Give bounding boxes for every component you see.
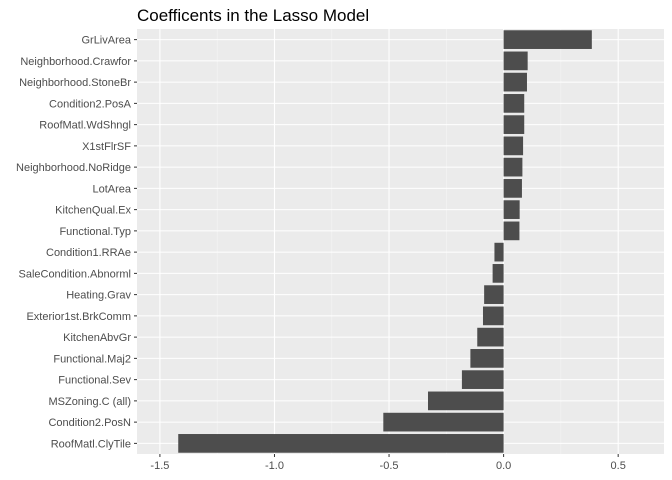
- y-tick-label: KitchenAbvGr: [63, 332, 131, 344]
- y-tick-label: Neighborhood.NoRidge: [16, 162, 131, 174]
- y-tick-label: KitchenQual.Ex: [55, 205, 131, 217]
- y-tick-label: GrLivArea: [81, 35, 131, 47]
- y-tick-label: Functional.Sev: [58, 375, 131, 387]
- y-tick-label: X1stFlrSF: [82, 141, 131, 153]
- x-tick-label: 0.5: [611, 460, 626, 472]
- x-tick-label: -1.5: [150, 460, 169, 472]
- y-tick-label: Heating.Grav: [66, 290, 131, 302]
- bar-condition2-posa: [503, 94, 525, 113]
- grid-lines: [137, 29, 664, 454]
- y-tick-label: Condition1.RRAe: [46, 247, 131, 259]
- bar-grlivarea: [503, 30, 592, 49]
- y-tick-label: Condition2.PosN: [48, 417, 131, 429]
- bar-condition2-posn: [383, 412, 504, 432]
- y-tick-label: SaleCondition.Abnorml: [18, 268, 131, 280]
- bars: [178, 30, 592, 453]
- bar-roofmatl-clytile: [178, 434, 504, 453]
- plot-panel: [137, 29, 664, 454]
- bar-condition1-rrae: [494, 242, 504, 262]
- x-tick-label: -0.5: [380, 460, 399, 472]
- bar-salecondition-abnorml: [492, 264, 504, 283]
- bar-neighborhood-crawfor: [503, 51, 528, 71]
- bar-functional-typ: [503, 221, 520, 241]
- bar-roofmatl-wdshngl: [503, 115, 525, 134]
- bar-functional-sev: [461, 370, 504, 389]
- bar-heating-grav: [484, 285, 504, 304]
- y-tick-label: Neighborhood.StoneBr: [19, 77, 131, 89]
- y-tick-label: Exterior1st.BrkComm: [26, 311, 131, 323]
- bar-exterior1st-brkcomm: [482, 306, 504, 326]
- bar-kitchenqual-ex: [503, 200, 520, 219]
- y-tick-label: Functional.Typ: [59, 226, 131, 238]
- y-tick-label: Functional.Maj2: [53, 353, 131, 365]
- x-tick-label: 0.0: [496, 460, 511, 472]
- y-tick-label: MSZoning.C (all): [48, 396, 131, 408]
- y-tick-label: LotArea: [92, 183, 131, 195]
- bar-functional-maj2: [470, 349, 504, 368]
- x-axis-labels: -1.5 -1.0 -0.5 0.0 0.5: [150, 454, 626, 472]
- bar-kitchenabvgr: [477, 327, 504, 347]
- bar-neighborhood-stonebr: [503, 72, 527, 92]
- chart-title: Coefficents in the Lasso Model: [137, 6, 369, 25]
- bar-mszoning-c-all: [427, 391, 504, 411]
- bar-neighborhood-noridge: [503, 157, 523, 177]
- y-tick-label: RoofMatl.WdShngl: [39, 120, 131, 132]
- y-axis-labels: GrLivArea Neighborhood.Crawfor Neighborhoo…: [16, 35, 137, 450]
- x-tick-label: -1.0: [265, 460, 284, 472]
- y-tick-label: RoofMatl.ClyTile: [51, 438, 131, 450]
- y-tick-label: Neighborhood.Crawfor: [20, 56, 131, 68]
- y-tick-label: Condition2.PosA: [49, 98, 132, 110]
- bar-lotarea: [503, 179, 522, 198]
- bar-x1stflrsf: [503, 136, 524, 156]
